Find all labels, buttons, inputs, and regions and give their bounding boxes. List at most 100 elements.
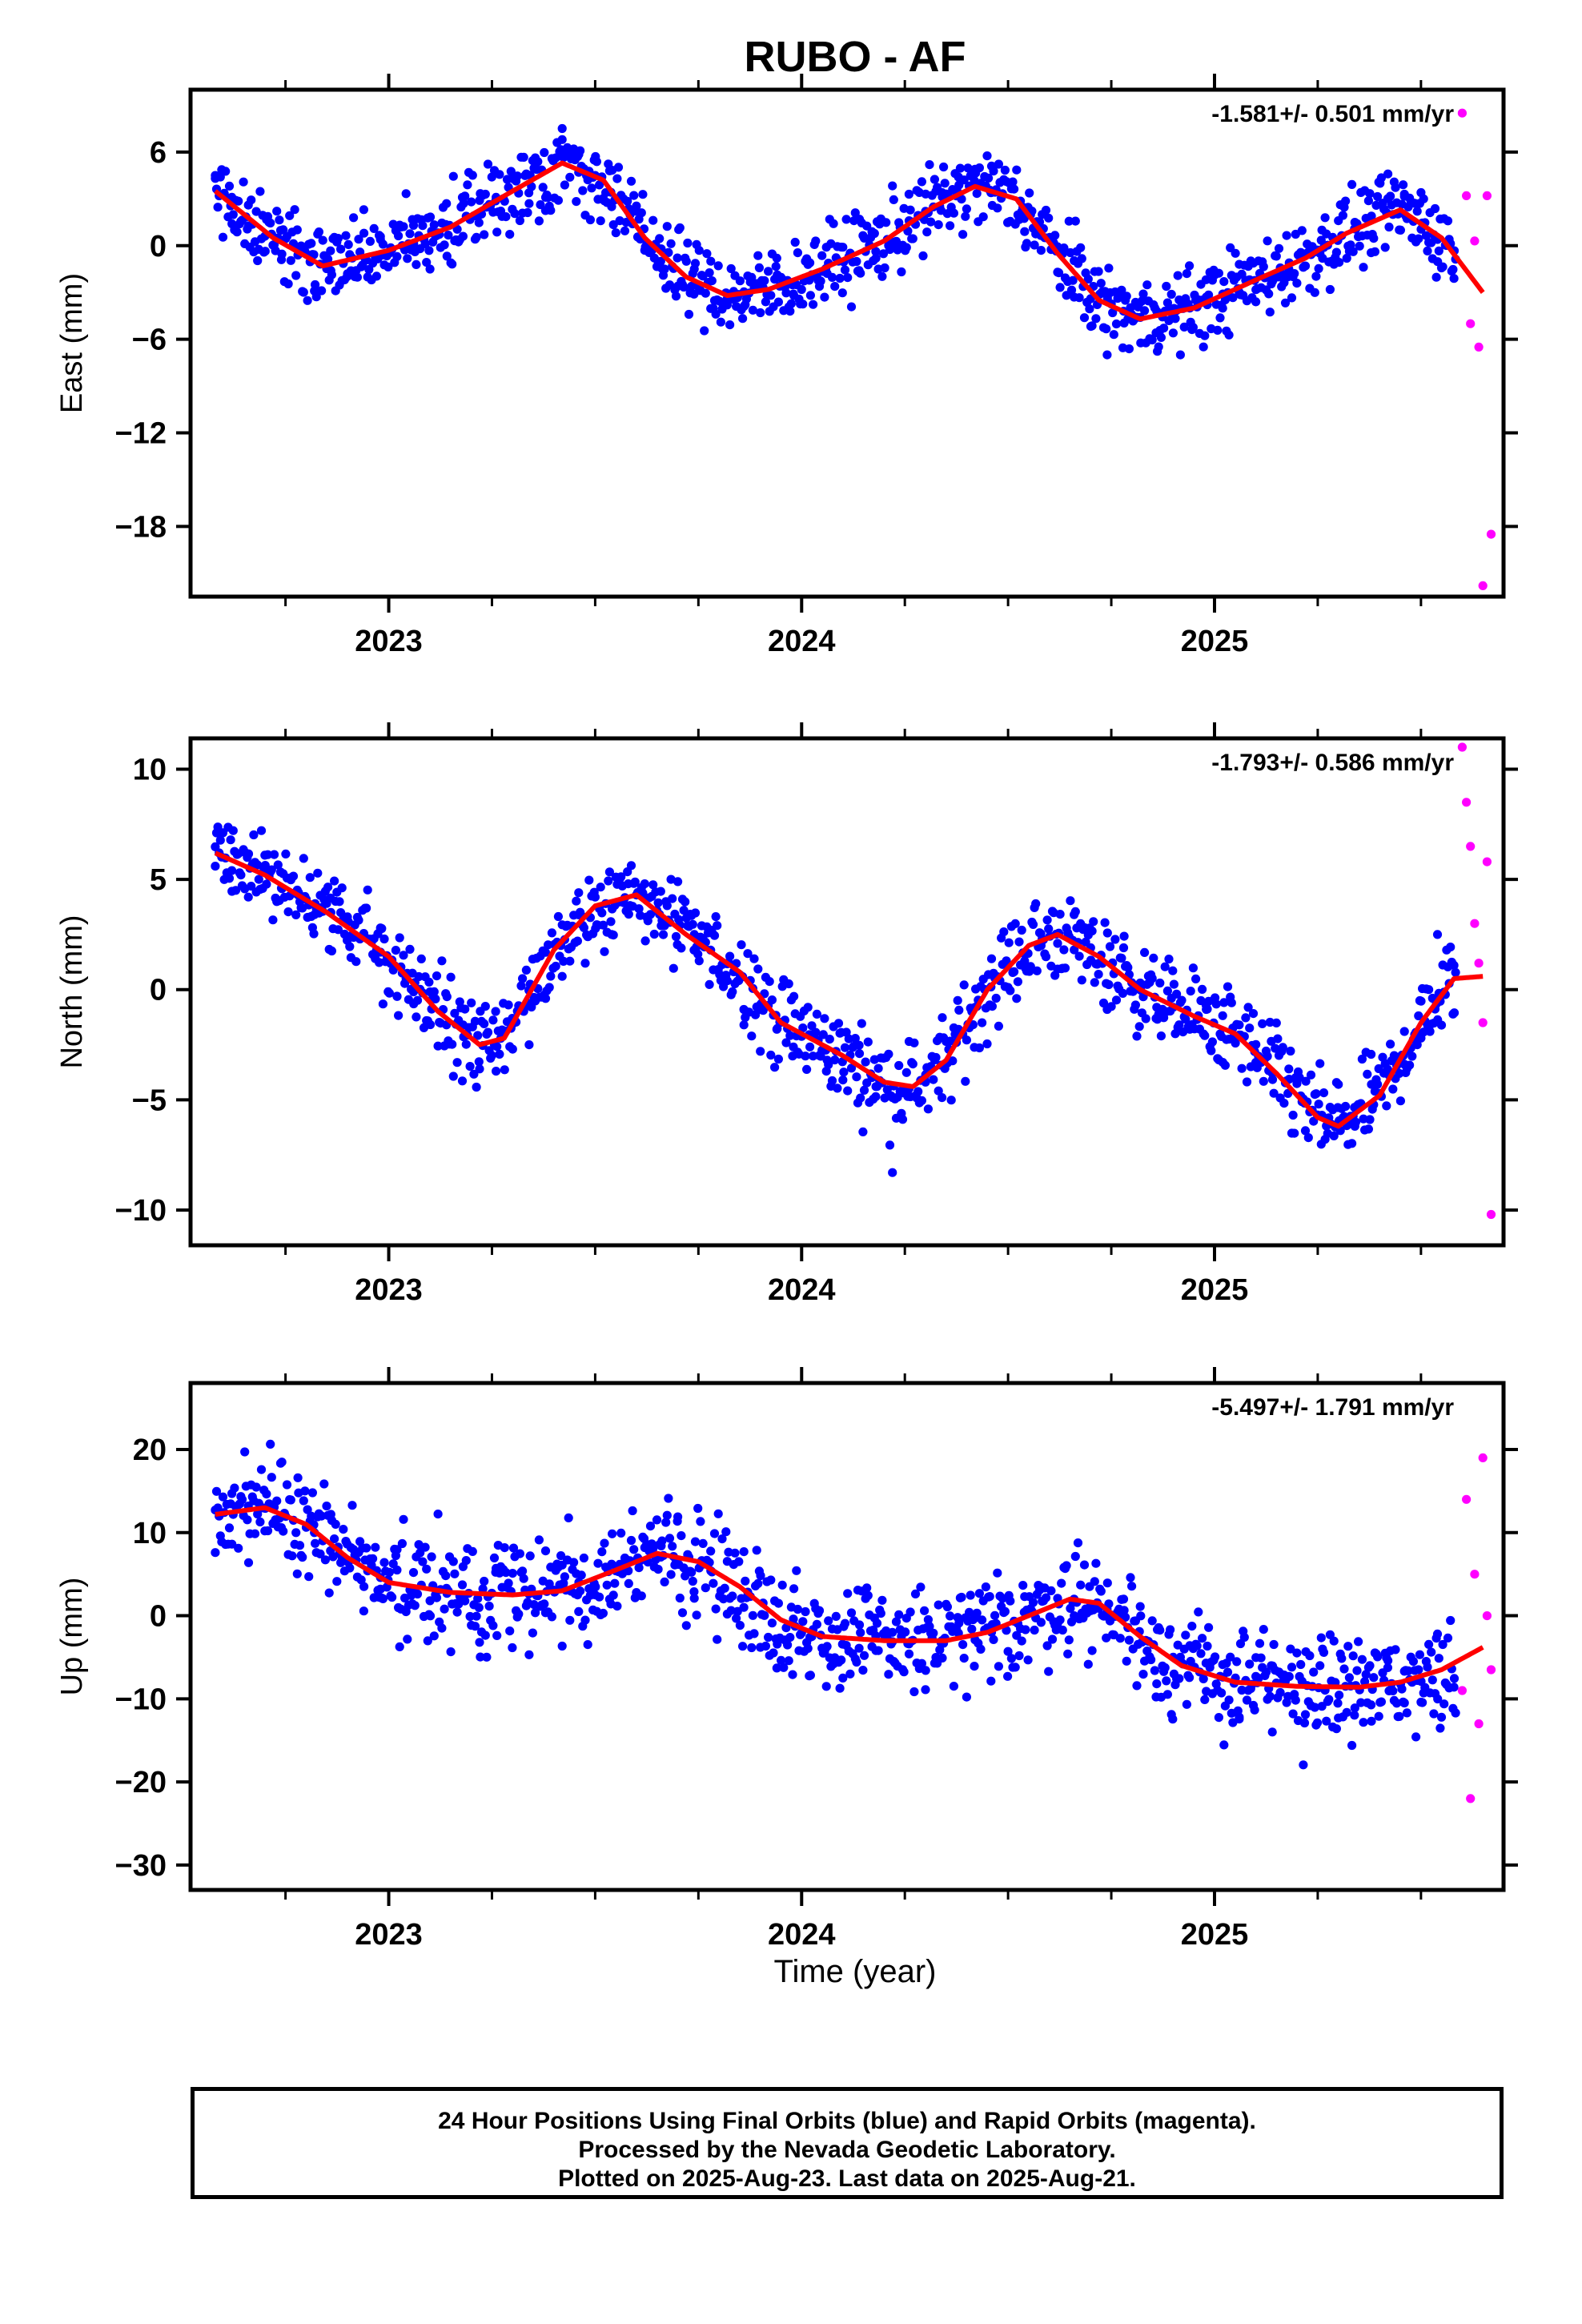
y-tick-label: −5 [132, 1084, 167, 1117]
final-point [305, 873, 315, 883]
final-point [1256, 1653, 1266, 1663]
final-point [495, 170, 504, 179]
final-point [572, 197, 581, 207]
final-point [909, 1038, 919, 1047]
final-point [307, 1488, 317, 1498]
final-point [1018, 1581, 1028, 1590]
final-point [1142, 280, 1152, 290]
final-point [1121, 1612, 1130, 1622]
final-point [974, 1589, 984, 1598]
final-point [765, 977, 774, 987]
final-point [371, 271, 381, 281]
rapid-point [1466, 842, 1476, 851]
final-point [1365, 1661, 1375, 1671]
final-point [1102, 1578, 1112, 1588]
final-point [844, 1034, 853, 1043]
final-point [949, 208, 958, 218]
final-point [1147, 974, 1157, 983]
final-point [970, 1662, 979, 1671]
final-point [821, 1067, 831, 1076]
final-point [1177, 995, 1186, 1005]
final-point [540, 1546, 551, 1556]
rapid-point [1474, 959, 1484, 968]
final-point [330, 1534, 339, 1544]
final-point [1416, 187, 1426, 198]
final-point [1074, 951, 1084, 961]
final-point [1245, 1659, 1255, 1669]
final-point [1162, 1676, 1171, 1686]
final-point [1010, 967, 1019, 976]
final-point [753, 251, 763, 260]
final-point [1397, 1684, 1407, 1694]
final-point [987, 1002, 997, 1011]
final-point [369, 223, 379, 233]
final-point [1278, 1043, 1287, 1052]
final-point [1395, 1711, 1404, 1721]
final-point [250, 1529, 260, 1538]
final-point [260, 861, 270, 870]
final-point [607, 202, 616, 211]
final-point [518, 974, 528, 983]
final-point [888, 239, 897, 249]
final-point [237, 1494, 247, 1505]
final-point [480, 230, 489, 239]
final-point [521, 965, 532, 975]
final-point [889, 195, 898, 204]
final-point [841, 215, 851, 224]
final-point [1251, 1039, 1261, 1049]
final-point [279, 225, 288, 235]
final-point [319, 1479, 329, 1489]
final-point [872, 1618, 882, 1628]
final-point [784, 979, 793, 989]
final-point [856, 1628, 865, 1638]
final-point [1160, 1663, 1170, 1673]
final-point [523, 207, 532, 218]
final-point [632, 201, 641, 211]
final-point [394, 1011, 404, 1020]
final-point [934, 1086, 943, 1096]
final-point [465, 1611, 475, 1622]
final-point [958, 1640, 968, 1650]
final-point [821, 1682, 831, 1691]
final-point [495, 1049, 504, 1059]
final-point [1414, 1665, 1423, 1675]
final-point [418, 1557, 428, 1566]
page-title: RUBO - AF [744, 33, 966, 81]
final-point [1083, 1659, 1093, 1669]
final-point [1096, 1586, 1106, 1596]
final-point [638, 190, 648, 199]
final-point [359, 205, 368, 215]
final-point [524, 1650, 534, 1659]
final-point [286, 255, 295, 265]
final-point [1380, 243, 1390, 252]
final-point [793, 248, 803, 258]
final-point [590, 892, 600, 902]
final-point [1010, 919, 1020, 928]
final-point [1122, 1656, 1131, 1666]
final-point [959, 980, 969, 990]
final-point [444, 231, 453, 240]
final-point [579, 1553, 589, 1563]
final-point [347, 1501, 357, 1510]
final-point [584, 875, 594, 885]
final-point [1291, 1695, 1300, 1705]
final-point [317, 286, 327, 296]
final-point [1219, 998, 1229, 1007]
rapid-point [1482, 191, 1492, 200]
final-point [1343, 1642, 1353, 1651]
final-point [1182, 1699, 1191, 1709]
final-point [648, 880, 658, 890]
final-point [476, 1652, 485, 1662]
final-point [1228, 293, 1238, 303]
final-point [377, 923, 387, 934]
final-point [656, 256, 665, 266]
rapid-point [1470, 1570, 1480, 1579]
final-point [253, 860, 263, 870]
final-point [608, 1590, 618, 1600]
final-point [576, 1570, 586, 1580]
final-point [1138, 289, 1148, 299]
final-point [829, 219, 838, 228]
final-point [1273, 1034, 1283, 1043]
final-point [1251, 297, 1261, 307]
rapid-point [1457, 108, 1467, 118]
